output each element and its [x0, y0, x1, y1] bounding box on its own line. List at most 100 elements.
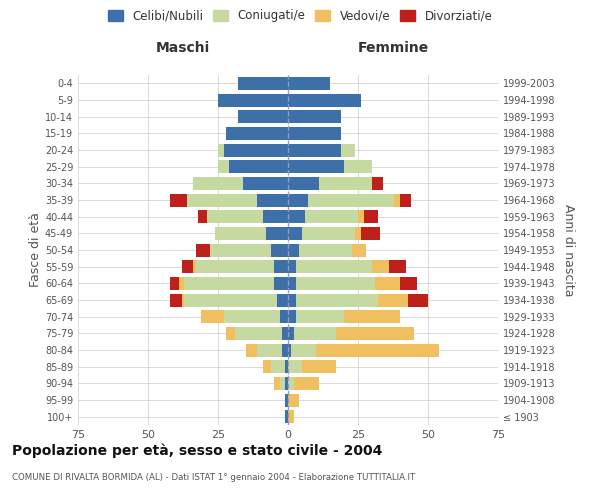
Bar: [372, 260, 389, 273]
Bar: [400, 277, 417, 290]
Bar: [400, 194, 411, 206]
Bar: [394, 194, 400, 206]
Bar: [285, 377, 288, 390]
Bar: [218, 144, 224, 156]
Y-axis label: Anni di nascita: Anni di nascita: [562, 204, 575, 296]
Bar: [257, 194, 288, 206]
Text: Femmine: Femmine: [358, 41, 428, 55]
Bar: [263, 360, 271, 373]
Text: Maschi: Maschi: [156, 41, 210, 55]
Bar: [283, 327, 288, 340]
Bar: [207, 210, 263, 223]
Bar: [288, 277, 296, 290]
Bar: [283, 344, 288, 356]
Bar: [170, 194, 187, 206]
Bar: [288, 110, 341, 123]
Bar: [271, 360, 285, 373]
Bar: [184, 294, 277, 306]
Bar: [288, 410, 293, 423]
Bar: [246, 344, 257, 356]
Bar: [285, 394, 288, 406]
Bar: [288, 344, 291, 356]
Bar: [296, 310, 344, 323]
Bar: [372, 177, 383, 190]
Bar: [271, 244, 288, 256]
Bar: [375, 277, 400, 290]
Bar: [288, 310, 296, 323]
Bar: [288, 260, 296, 273]
Bar: [288, 394, 299, 406]
Bar: [170, 294, 182, 306]
Bar: [288, 227, 302, 240]
Bar: [193, 177, 243, 190]
Bar: [296, 277, 375, 290]
Bar: [196, 260, 274, 273]
Bar: [285, 410, 288, 423]
Bar: [305, 210, 358, 223]
Bar: [277, 294, 288, 306]
Bar: [288, 127, 341, 140]
Bar: [224, 310, 280, 323]
Bar: [288, 194, 308, 206]
Bar: [302, 227, 355, 240]
Bar: [274, 377, 280, 390]
Bar: [170, 277, 179, 290]
Bar: [288, 244, 299, 256]
Bar: [288, 160, 344, 173]
Bar: [288, 94, 361, 106]
Bar: [288, 377, 293, 390]
Bar: [235, 327, 283, 340]
Bar: [296, 294, 377, 306]
Bar: [344, 310, 400, 323]
Bar: [288, 327, 293, 340]
Bar: [377, 294, 409, 306]
Bar: [409, 294, 428, 306]
Bar: [364, 210, 377, 223]
Y-axis label: Fasce di età: Fasce di età: [29, 212, 42, 288]
Bar: [288, 177, 319, 190]
Bar: [238, 77, 288, 90]
Bar: [316, 344, 439, 356]
Bar: [361, 227, 380, 240]
Bar: [280, 377, 285, 390]
Bar: [291, 344, 316, 356]
Bar: [389, 260, 406, 273]
Bar: [201, 310, 224, 323]
Bar: [224, 144, 288, 156]
Bar: [302, 360, 335, 373]
Text: COMUNE DI RIVALTA BORMIDA (AL) - Dati ISTAT 1° gennaio 2004 - Elaborazione TUTTI: COMUNE DI RIVALTA BORMIDA (AL) - Dati IS…: [12, 473, 415, 482]
Bar: [355, 227, 361, 240]
Bar: [215, 227, 266, 240]
Bar: [288, 360, 302, 373]
Bar: [293, 377, 319, 390]
Bar: [187, 194, 257, 206]
Bar: [288, 210, 305, 223]
Bar: [296, 260, 372, 273]
Bar: [266, 227, 288, 240]
Bar: [319, 177, 372, 190]
Bar: [274, 277, 288, 290]
Bar: [196, 244, 209, 256]
Bar: [184, 277, 274, 290]
Bar: [341, 144, 355, 156]
Bar: [344, 160, 372, 173]
Bar: [257, 344, 283, 356]
Bar: [229, 160, 288, 173]
Bar: [352, 244, 367, 256]
Bar: [238, 110, 288, 123]
Bar: [193, 260, 196, 273]
Bar: [179, 277, 184, 290]
Bar: [199, 210, 207, 223]
Bar: [209, 244, 271, 256]
Bar: [218, 160, 229, 173]
Bar: [226, 327, 235, 340]
Bar: [285, 360, 288, 373]
Bar: [274, 260, 288, 273]
Bar: [299, 244, 352, 256]
Legend: Celibi/Nubili, Coniugati/e, Vedovi/e, Divorziati/e: Celibi/Nubili, Coniugati/e, Vedovi/e, Di…: [104, 6, 496, 26]
Bar: [182, 260, 193, 273]
Bar: [218, 94, 288, 106]
Bar: [243, 177, 288, 190]
Bar: [288, 294, 296, 306]
Bar: [288, 77, 330, 90]
